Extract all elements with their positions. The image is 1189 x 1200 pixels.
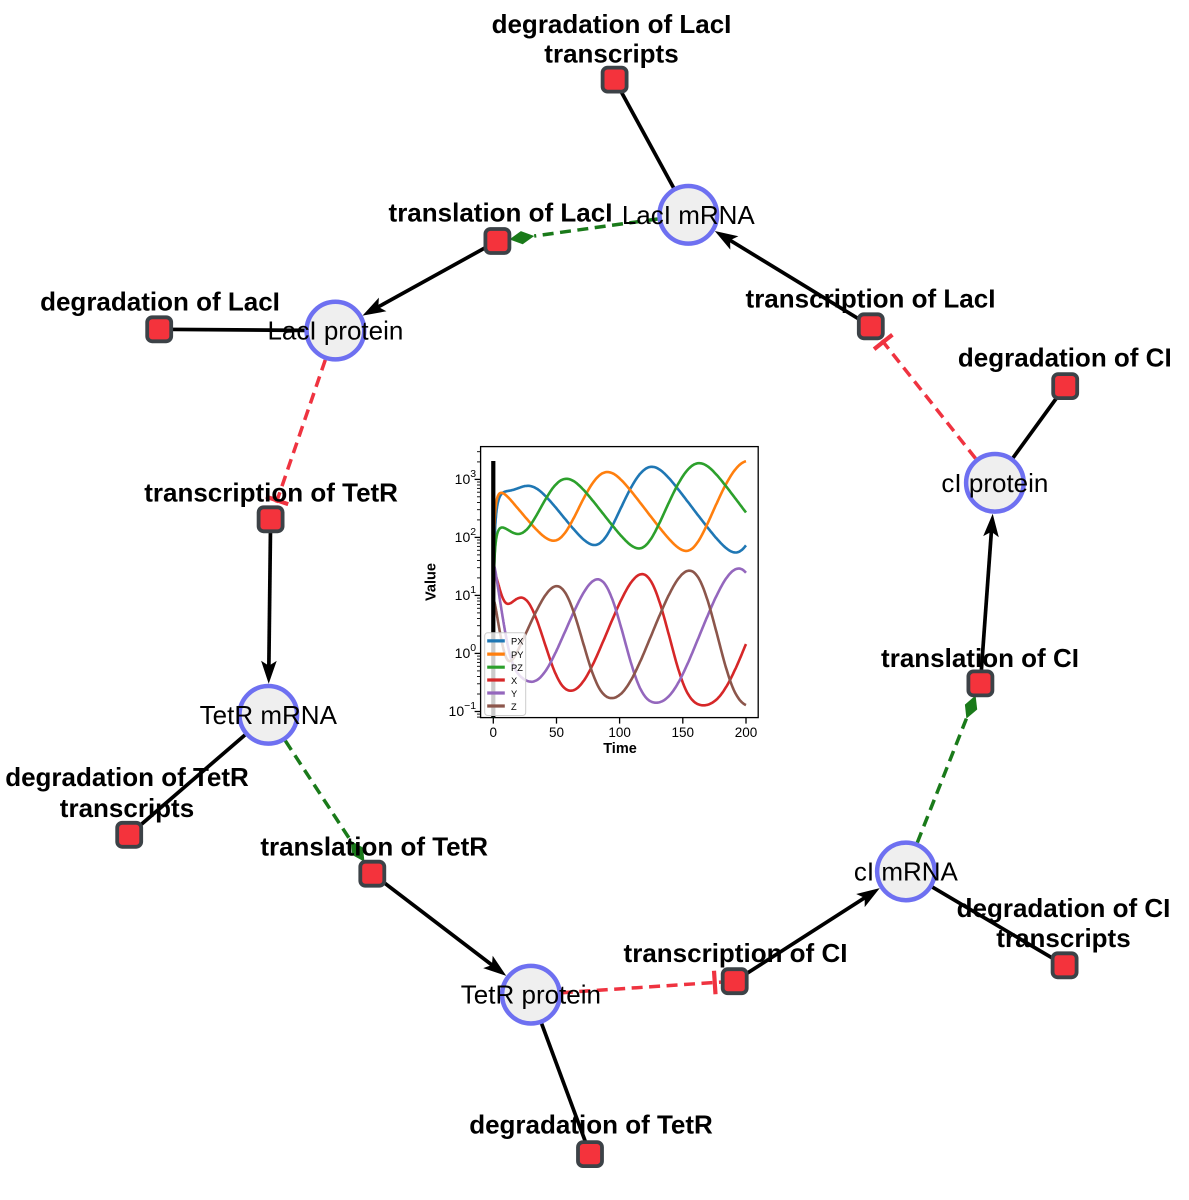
svg-text:translation of CI: translation of CI <box>881 643 1079 673</box>
svg-text:degradation of TetR: degradation of TetR <box>5 762 249 792</box>
svg-text:transcription of TetR: transcription of TetR <box>144 477 398 507</box>
svg-text:LacI protein: LacI protein <box>267 316 403 346</box>
svg-text:degradation of CI: degradation of CI <box>957 893 1171 923</box>
svg-text:transcription of CI: transcription of CI <box>624 938 848 968</box>
svg-text:10−1: 10−1 <box>449 700 477 719</box>
svg-text:TetR mRNA: TetR mRNA <box>200 700 338 730</box>
svg-text:degradation of CI: degradation of CI <box>958 342 1172 372</box>
svg-text:TetR protein: TetR protein <box>461 980 601 1010</box>
svg-text:translation of TetR: translation of TetR <box>260 831 488 861</box>
svg-text:transcripts: transcripts <box>544 39 678 69</box>
svg-text:Time: Time <box>603 741 637 757</box>
svg-text:0: 0 <box>490 725 498 740</box>
svg-text:PX: PX <box>511 637 523 647</box>
svg-text:101: 101 <box>455 584 477 603</box>
svg-text:PZ: PZ <box>511 663 523 673</box>
svg-text:Z: Z <box>511 702 517 712</box>
svg-text:X: X <box>511 676 517 686</box>
svg-text:transcripts: transcripts <box>60 793 194 823</box>
svg-text:100: 100 <box>608 725 631 740</box>
svg-text:103: 103 <box>455 468 477 487</box>
svg-text:Value: Value <box>424 563 440 601</box>
svg-text:degradation of TetR: degradation of TetR <box>469 1110 713 1140</box>
svg-text:cI protein: cI protein <box>941 468 1048 498</box>
svg-text:50: 50 <box>549 725 564 740</box>
svg-text:transcription of LacI: transcription of LacI <box>746 283 996 313</box>
svg-text:transcripts: transcripts <box>996 923 1130 953</box>
svg-text:degradation of LacI: degradation of LacI <box>492 9 732 39</box>
svg-text:102: 102 <box>455 526 477 545</box>
svg-text:PY: PY <box>511 650 523 660</box>
svg-text:150: 150 <box>672 725 695 740</box>
svg-text:200: 200 <box>735 725 758 740</box>
svg-text:cI mRNA: cI mRNA <box>854 856 959 886</box>
svg-text:100: 100 <box>455 642 477 661</box>
svg-text:LacI mRNA: LacI mRNA <box>622 200 756 230</box>
svg-text:translation of LacI: translation of LacI <box>389 198 613 228</box>
svg-text:Y: Y <box>511 689 517 699</box>
svg-text:degradation of LacI: degradation of LacI <box>40 286 280 316</box>
